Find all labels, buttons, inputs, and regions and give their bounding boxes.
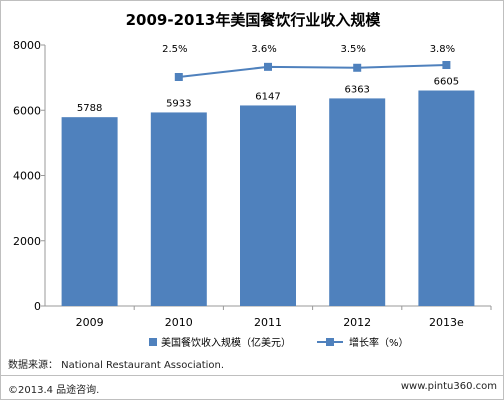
- x-tick-label-2009: 2009: [76, 316, 104, 329]
- bar-value-label-2010: 5933: [166, 98, 191, 109]
- legend-line-marker: [326, 338, 334, 346]
- bar-value-labels: 5788 5933 6147 6363 6605: [77, 77, 459, 115]
- x-tick-label-2010: 2010: [165, 316, 193, 329]
- y-tick-label-4: 8000: [13, 39, 41, 52]
- growth-point-2010: [174, 73, 183, 81]
- bar-value-label-2009: 5788: [77, 103, 102, 114]
- y-tick-label-1: 2000: [13, 235, 41, 248]
- growth-point-2011: [264, 62, 272, 71]
- growth-label-2013e: 3.8%: [430, 44, 455, 55]
- bar-2011: [240, 105, 296, 306]
- growth-label-2010: 2.5%: [162, 44, 187, 55]
- y-tick-label-2: 4000: [13, 170, 41, 183]
- growth-line-path: [178, 64, 447, 78]
- growth-label-2011: 3.6%: [251, 44, 276, 55]
- chart-svg: 2009-2013年美国餐饮行业收入规模 0 2000 4000 6000 8000 5…: [13, 11, 492, 349]
- x-axis-tick-labels: 2009 2010 2011 2012 2013e: [76, 306, 492, 329]
- legend: 美国餐饮收入规模（亿美元） 增长率（%）: [149, 336, 409, 349]
- bar-value-label-2012: 6363: [344, 84, 369, 95]
- legend-line-label: 增长率（%）: [349, 336, 409, 349]
- bar-series: [61, 90, 475, 306]
- bar-value-label-2013e: 6605: [434, 77, 459, 88]
- bar-2013e: [418, 90, 475, 306]
- bar-2012: [329, 98, 386, 306]
- y-tick-label-3: 6000: [13, 104, 41, 117]
- legend-bar-label: 美国餐饮收入规模（亿美元）: [161, 336, 291, 349]
- legend-bar-swatch: [149, 338, 157, 346]
- y-axis-ticks: 0 2000 4000 6000 8000: [13, 39, 45, 313]
- bar-value-label-2011: 6147: [255, 91, 280, 102]
- x-tick-label-2012: 2012: [343, 316, 371, 329]
- bar-2010: [150, 112, 207, 306]
- data-source-note: 数据来源： National Restaurant Association.: [8, 360, 225, 371]
- growth-label-2012: 3.5%: [340, 44, 365, 55]
- chart-title: 2009-2013年美国餐饮行业收入规模: [126, 11, 382, 29]
- growth-point-2013e: [442, 61, 451, 69]
- website-note: www.pintu360.com: [400, 381, 497, 392]
- x-tick-label-2013e: 2013e: [429, 316, 464, 329]
- x-tick-label-2011: 2011: [254, 316, 282, 329]
- growth-point-2012: [353, 63, 362, 72]
- copyright-note: ©2013.4 品途咨询.: [8, 385, 100, 396]
- y-tick-label-0: 0: [34, 300, 41, 313]
- bar-2009: [61, 117, 118, 306]
- growth-line-series: 2.5% 3.6% 3.5% 3.8%: [162, 44, 455, 81]
- footer-divider: [1, 375, 503, 376]
